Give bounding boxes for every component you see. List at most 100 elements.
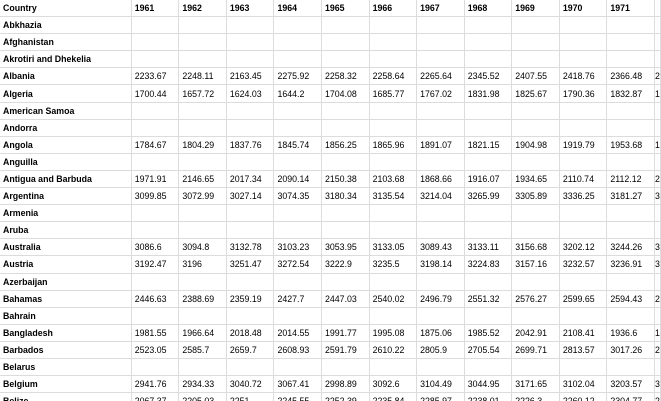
value-cell[interactable]: 2163.45 [226, 67, 275, 86]
value-cell[interactable]: 1704.08 [321, 84, 370, 103]
value-cell[interactable] [559, 102, 608, 120]
value-cell[interactable]: 2594.43 [606, 290, 655, 308]
country-cell[interactable]: Belgium [0, 375, 132, 394]
country-cell[interactable]: Akrotiri and Dhekelia [0, 50, 132, 69]
value-cell[interactable]: 1891.07 [416, 136, 465, 154]
value-cell[interactable]: 2699.71 [511, 341, 560, 359]
value-cell[interactable]: 3074.35 [273, 187, 322, 206]
value-cell[interactable] [131, 221, 180, 240]
value-cell[interactable]: 3222.9 [321, 255, 370, 274]
value-cell[interactable] [511, 204, 560, 223]
value-cell[interactable]: 1831.98 [464, 84, 513, 103]
value-cell[interactable]: 2998.89 [321, 375, 370, 394]
value-cell[interactable]: 2235.84 [369, 392, 418, 401]
value-cell[interactable] [178, 102, 227, 120]
value-cell[interactable]: 1845.74 [273, 136, 322, 154]
value-cell[interactable] [464, 307, 513, 325]
value-cell[interactable]: 3089.43 [416, 238, 465, 257]
value-cell[interactable] [178, 16, 227, 35]
value-cell[interactable]: 3 [654, 187, 661, 206]
value-cell[interactable]: 1821.15 [464, 136, 513, 154]
value-cell[interactable] [273, 16, 322, 35]
value-cell[interactable]: 3099.85 [131, 187, 180, 206]
country-cell[interactable]: Abkhazia [0, 16, 132, 35]
value-cell[interactable] [273, 307, 322, 325]
value-cell[interactable] [178, 33, 227, 52]
value-cell[interactable]: 2014.55 [273, 324, 322, 342]
value-cell[interactable]: 2 [654, 392, 661, 401]
value-cell[interactable]: 3305.89 [511, 187, 560, 206]
value-cell[interactable]: 2 [654, 290, 661, 308]
value-cell[interactable] [464, 358, 513, 377]
value-cell[interactable]: 2042.91 [511, 324, 560, 342]
value-cell[interactable] [178, 221, 227, 240]
value-cell[interactable]: 3265.99 [464, 187, 513, 206]
value-cell[interactable] [606, 33, 655, 52]
value-cell[interactable] [369, 221, 418, 240]
value-cell[interactable]: 1804.29 [178, 136, 227, 154]
value-cell[interactable]: 2359.19 [226, 290, 275, 308]
value-cell[interactable]: 1790.36 [559, 84, 608, 103]
value-cell[interactable]: 1784.67 [131, 136, 180, 154]
value-cell[interactable] [273, 221, 322, 240]
value-cell[interactable] [464, 16, 513, 35]
value-cell[interactable] [464, 50, 513, 69]
value-cell[interactable]: 2233.67 [131, 67, 180, 86]
value-cell[interactable]: 2585.7 [178, 341, 227, 359]
value-cell[interactable]: 2265.64 [416, 67, 465, 86]
value-cell[interactable] [369, 204, 418, 223]
value-cell[interactable]: 2366.48 [606, 67, 655, 86]
value-cell[interactable] [654, 16, 661, 35]
value-cell[interactable]: 2 [654, 341, 661, 359]
country-cell[interactable]: Angola [0, 136, 132, 154]
value-cell[interactable] [606, 204, 655, 223]
value-cell[interactable] [416, 50, 465, 69]
value-cell[interactable] [178, 358, 227, 377]
value-cell[interactable]: 1966.64 [178, 324, 227, 342]
value-cell[interactable] [369, 307, 418, 325]
value-cell[interactable]: 1934.65 [511, 170, 560, 189]
value-cell[interactable]: 2226.3 [511, 392, 560, 401]
value-cell[interactable] [511, 153, 560, 171]
value-cell[interactable] [131, 33, 180, 52]
value-cell[interactable]: 3027.14 [226, 187, 275, 206]
value-cell[interactable]: 3192.47 [131, 255, 180, 274]
value-cell[interactable] [178, 119, 227, 137]
value-cell[interactable]: 1995.08 [369, 324, 418, 342]
value-cell[interactable]: 2 [654, 67, 661, 86]
country-cell[interactable]: Australia [0, 238, 132, 257]
value-cell[interactable] [559, 221, 608, 240]
value-cell[interactable]: 1936.6 [606, 324, 655, 342]
value-cell[interactable] [654, 273, 661, 291]
value-cell[interactable] [131, 50, 180, 69]
value-cell[interactable] [511, 273, 560, 291]
value-cell[interactable] [606, 273, 655, 291]
value-cell[interactable]: 1832.87 [606, 84, 655, 103]
value-cell[interactable] [131, 204, 180, 223]
value-cell[interactable]: 2427.7 [273, 290, 322, 308]
value-cell[interactable] [273, 358, 322, 377]
value-cell[interactable] [464, 221, 513, 240]
header-cell-year[interactable]: 1970 [559, 0, 608, 18]
value-cell[interactable]: 3 [654, 375, 661, 394]
value-cell[interactable] [369, 273, 418, 291]
value-cell[interactable]: 1868.66 [416, 170, 465, 189]
value-cell[interactable]: 2934.33 [178, 375, 227, 394]
value-cell[interactable] [511, 119, 560, 137]
value-cell[interactable] [321, 153, 370, 171]
value-cell[interactable]: 1991.77 [321, 324, 370, 342]
value-cell[interactable] [654, 50, 661, 69]
value-cell[interactable]: 2345.52 [464, 67, 513, 86]
value-cell[interactable] [321, 119, 370, 137]
value-cell[interactable]: 1657.72 [178, 84, 227, 103]
value-cell[interactable] [559, 50, 608, 69]
value-cell[interactable]: 2275.92 [273, 67, 322, 86]
value-cell[interactable]: 1919.79 [559, 136, 608, 154]
value-cell[interactable]: 3104.49 [416, 375, 465, 394]
value-cell[interactable]: 2418.76 [559, 67, 608, 86]
value-cell[interactable] [226, 33, 275, 52]
value-cell[interactable] [511, 307, 560, 325]
value-cell[interactable]: 3156.68 [511, 238, 560, 257]
value-cell[interactable] [369, 102, 418, 120]
header-cell-year[interactable]: 1971 [606, 0, 655, 18]
